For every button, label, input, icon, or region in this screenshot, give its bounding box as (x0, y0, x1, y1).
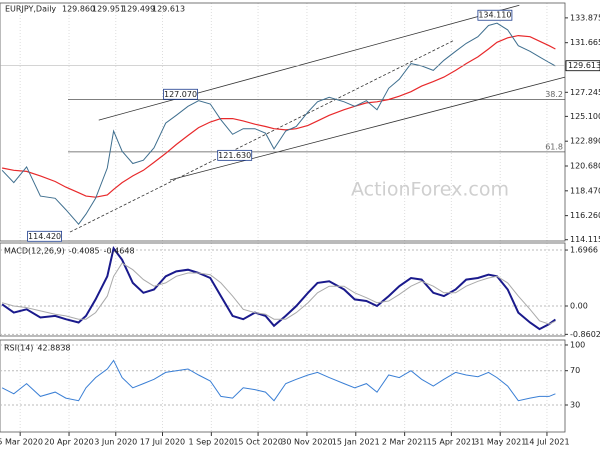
trendline (169, 76, 566, 181)
x-tick-label: 15 Oct 2020 (233, 438, 282, 447)
y-tick-label: 70 (570, 366, 580, 375)
panel-title: RSI(14) (4, 344, 33, 353)
y-tick-label: 116.260 (570, 211, 600, 220)
annotation-label: 134.110 (478, 11, 511, 20)
ohlc-value: 129.951 (92, 5, 125, 14)
last-price-box (565, 60, 600, 72)
y-tick-label: 30 (570, 400, 580, 409)
annotation-box (163, 88, 198, 100)
x-tick-label: 20 Apr 2020 (44, 438, 93, 447)
indicator-line (1, 262, 556, 325)
panel-frame (0, 339, 566, 433)
ohlc-value: 129.499 (122, 5, 155, 14)
x-tick-label: 1 Sep 2020 (189, 438, 235, 447)
indicator-line (1, 245, 556, 331)
watermark: ActionForex.com (351, 179, 509, 201)
y-tick-label: 127.245 (570, 88, 600, 97)
annotation-box (477, 9, 513, 21)
y-tick-label: 122.890 (570, 137, 600, 146)
panel-title: MACD(12,26,9) (4, 247, 65, 256)
y-tick-label: 118.470 (570, 186, 600, 195)
panel-value: -0.4085 (69, 247, 100, 256)
fib-label: 38.2 (545, 90, 563, 99)
y-tick-label: 1.6966 (570, 246, 598, 255)
annotation-label: 127.070 (164, 90, 197, 99)
x-tick-label: 2 Mar 2021 (382, 438, 428, 447)
panel-frame (0, 2, 566, 242)
y-tick-label: 100 (570, 340, 585, 349)
annotation-box (217, 149, 253, 161)
x-tick-label: 15 Jan 2021 (332, 438, 380, 447)
y-tick-label: -0.8602 (570, 330, 600, 339)
y-tick-label: 114.115 (570, 235, 600, 244)
fib-label: 61.8 (545, 142, 563, 151)
panel-frame (0, 242, 566, 337)
y-tick-label: 133.875 (570, 13, 600, 22)
last-price-label: 129.613 (568, 61, 600, 70)
x-tick-label: 3 Jun 2020 (94, 438, 137, 447)
y-tick-label: 125.100 (570, 112, 600, 121)
x-tick-label: 31 May 2021 (474, 438, 526, 447)
chart-title: EURJPY,Daily (5, 5, 56, 14)
x-tick-label: 14 Jul 2021 (524, 438, 569, 447)
y-tick-label: 120.680 (570, 162, 600, 171)
y-tick-label: 131.665 (570, 38, 600, 47)
panel-value: 42.8838 (37, 344, 70, 353)
annotation-box (27, 230, 63, 242)
annotation-label: 114.420 (28, 232, 61, 241)
indicator-line (1, 34, 556, 198)
annotation-label: 121.630 (218, 151, 251, 160)
trendline (98, 4, 520, 121)
x-tick-label: 30 Nov 2020 (281, 438, 332, 447)
price-line (1, 22, 556, 225)
ohlc-value: 129.613 (152, 5, 185, 14)
x-tick-label: 17 Jul 2020 (140, 438, 185, 447)
panel-value: -0.4648 (104, 247, 135, 256)
x-tick-label: 15 Apr 2021 (427, 438, 476, 447)
x-tick-label: 5 Mar 2020 (0, 438, 43, 447)
indicator-line (1, 359, 556, 402)
trendline (69, 39, 455, 233)
y-tick-label: 0.00 (570, 301, 588, 310)
ohlc-value: 129.860 (62, 5, 95, 14)
